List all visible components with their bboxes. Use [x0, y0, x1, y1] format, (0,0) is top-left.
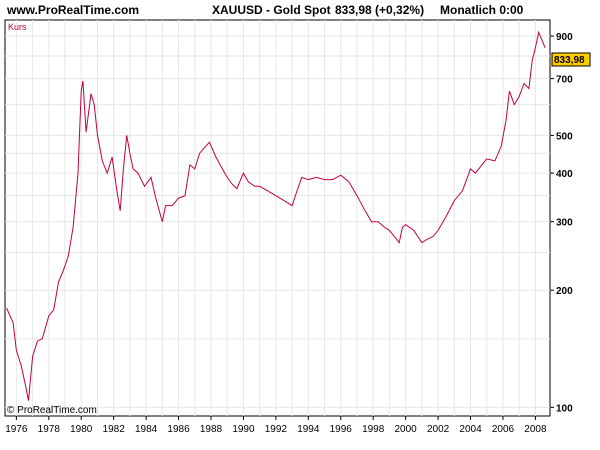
x-tick-label: 1996 — [330, 424, 353, 435]
y-tick-label: 500 — [556, 131, 573, 142]
x-tick-label: 1976 — [5, 424, 28, 435]
current-price-marker — [551, 52, 591, 67]
current-price-label: 833,98 — [554, 55, 585, 66]
x-tick-label: 1988 — [200, 424, 223, 435]
x-tick-label: 2006 — [492, 424, 515, 435]
y-tick-label: 400 — [556, 169, 573, 180]
price-change: 833,98 (+0,32%) — [335, 3, 424, 17]
x-tick-label: 1978 — [38, 424, 61, 435]
period-label: Monatlich 0:00 — [440, 3, 524, 17]
x-tick-label: 2008 — [524, 424, 547, 435]
y-tick-label: 300 — [556, 218, 573, 229]
copyright: © ProRealTime.com — [7, 405, 97, 416]
x-tick-label: 1986 — [167, 424, 190, 435]
x-tick-label: 1992 — [265, 424, 288, 435]
x-tick-label: 1994 — [297, 424, 320, 435]
y-tick-label: 700 — [556, 75, 573, 86]
y-tick-label: 100 — [556, 403, 573, 414]
y-tick-label: 200 — [556, 286, 573, 297]
x-tick-label: 1980 — [70, 424, 93, 435]
x-tick-label: 1984 — [135, 424, 158, 435]
x-axis: 1976 1978 1980 1982 1984 1986 1988 1990 1992 1994… — [5, 416, 547, 435]
instrument-name: XAUUSD - Gold Spot — [212, 3, 331, 17]
site-title: www.ProRealTime.com — [6, 3, 139, 17]
series-line-kurs — [6, 30, 546, 401]
y-axis: 100 200 300 400 500 700 900 — [550, 32, 573, 414]
x-tick-label: 1990 — [232, 424, 255, 435]
x-tick-label: 2002 — [427, 424, 450, 435]
x-tick-label: 2000 — [395, 424, 418, 435]
series-label: Kurs — [8, 22, 27, 32]
plot-frame — [4, 19, 551, 417]
x-tick-label: 1998 — [362, 424, 385, 435]
y-tick-label: 900 — [556, 32, 573, 43]
grid — [5, 20, 550, 416]
x-tick-label: 1982 — [103, 424, 126, 435]
x-tick-label: 2004 — [459, 424, 482, 435]
